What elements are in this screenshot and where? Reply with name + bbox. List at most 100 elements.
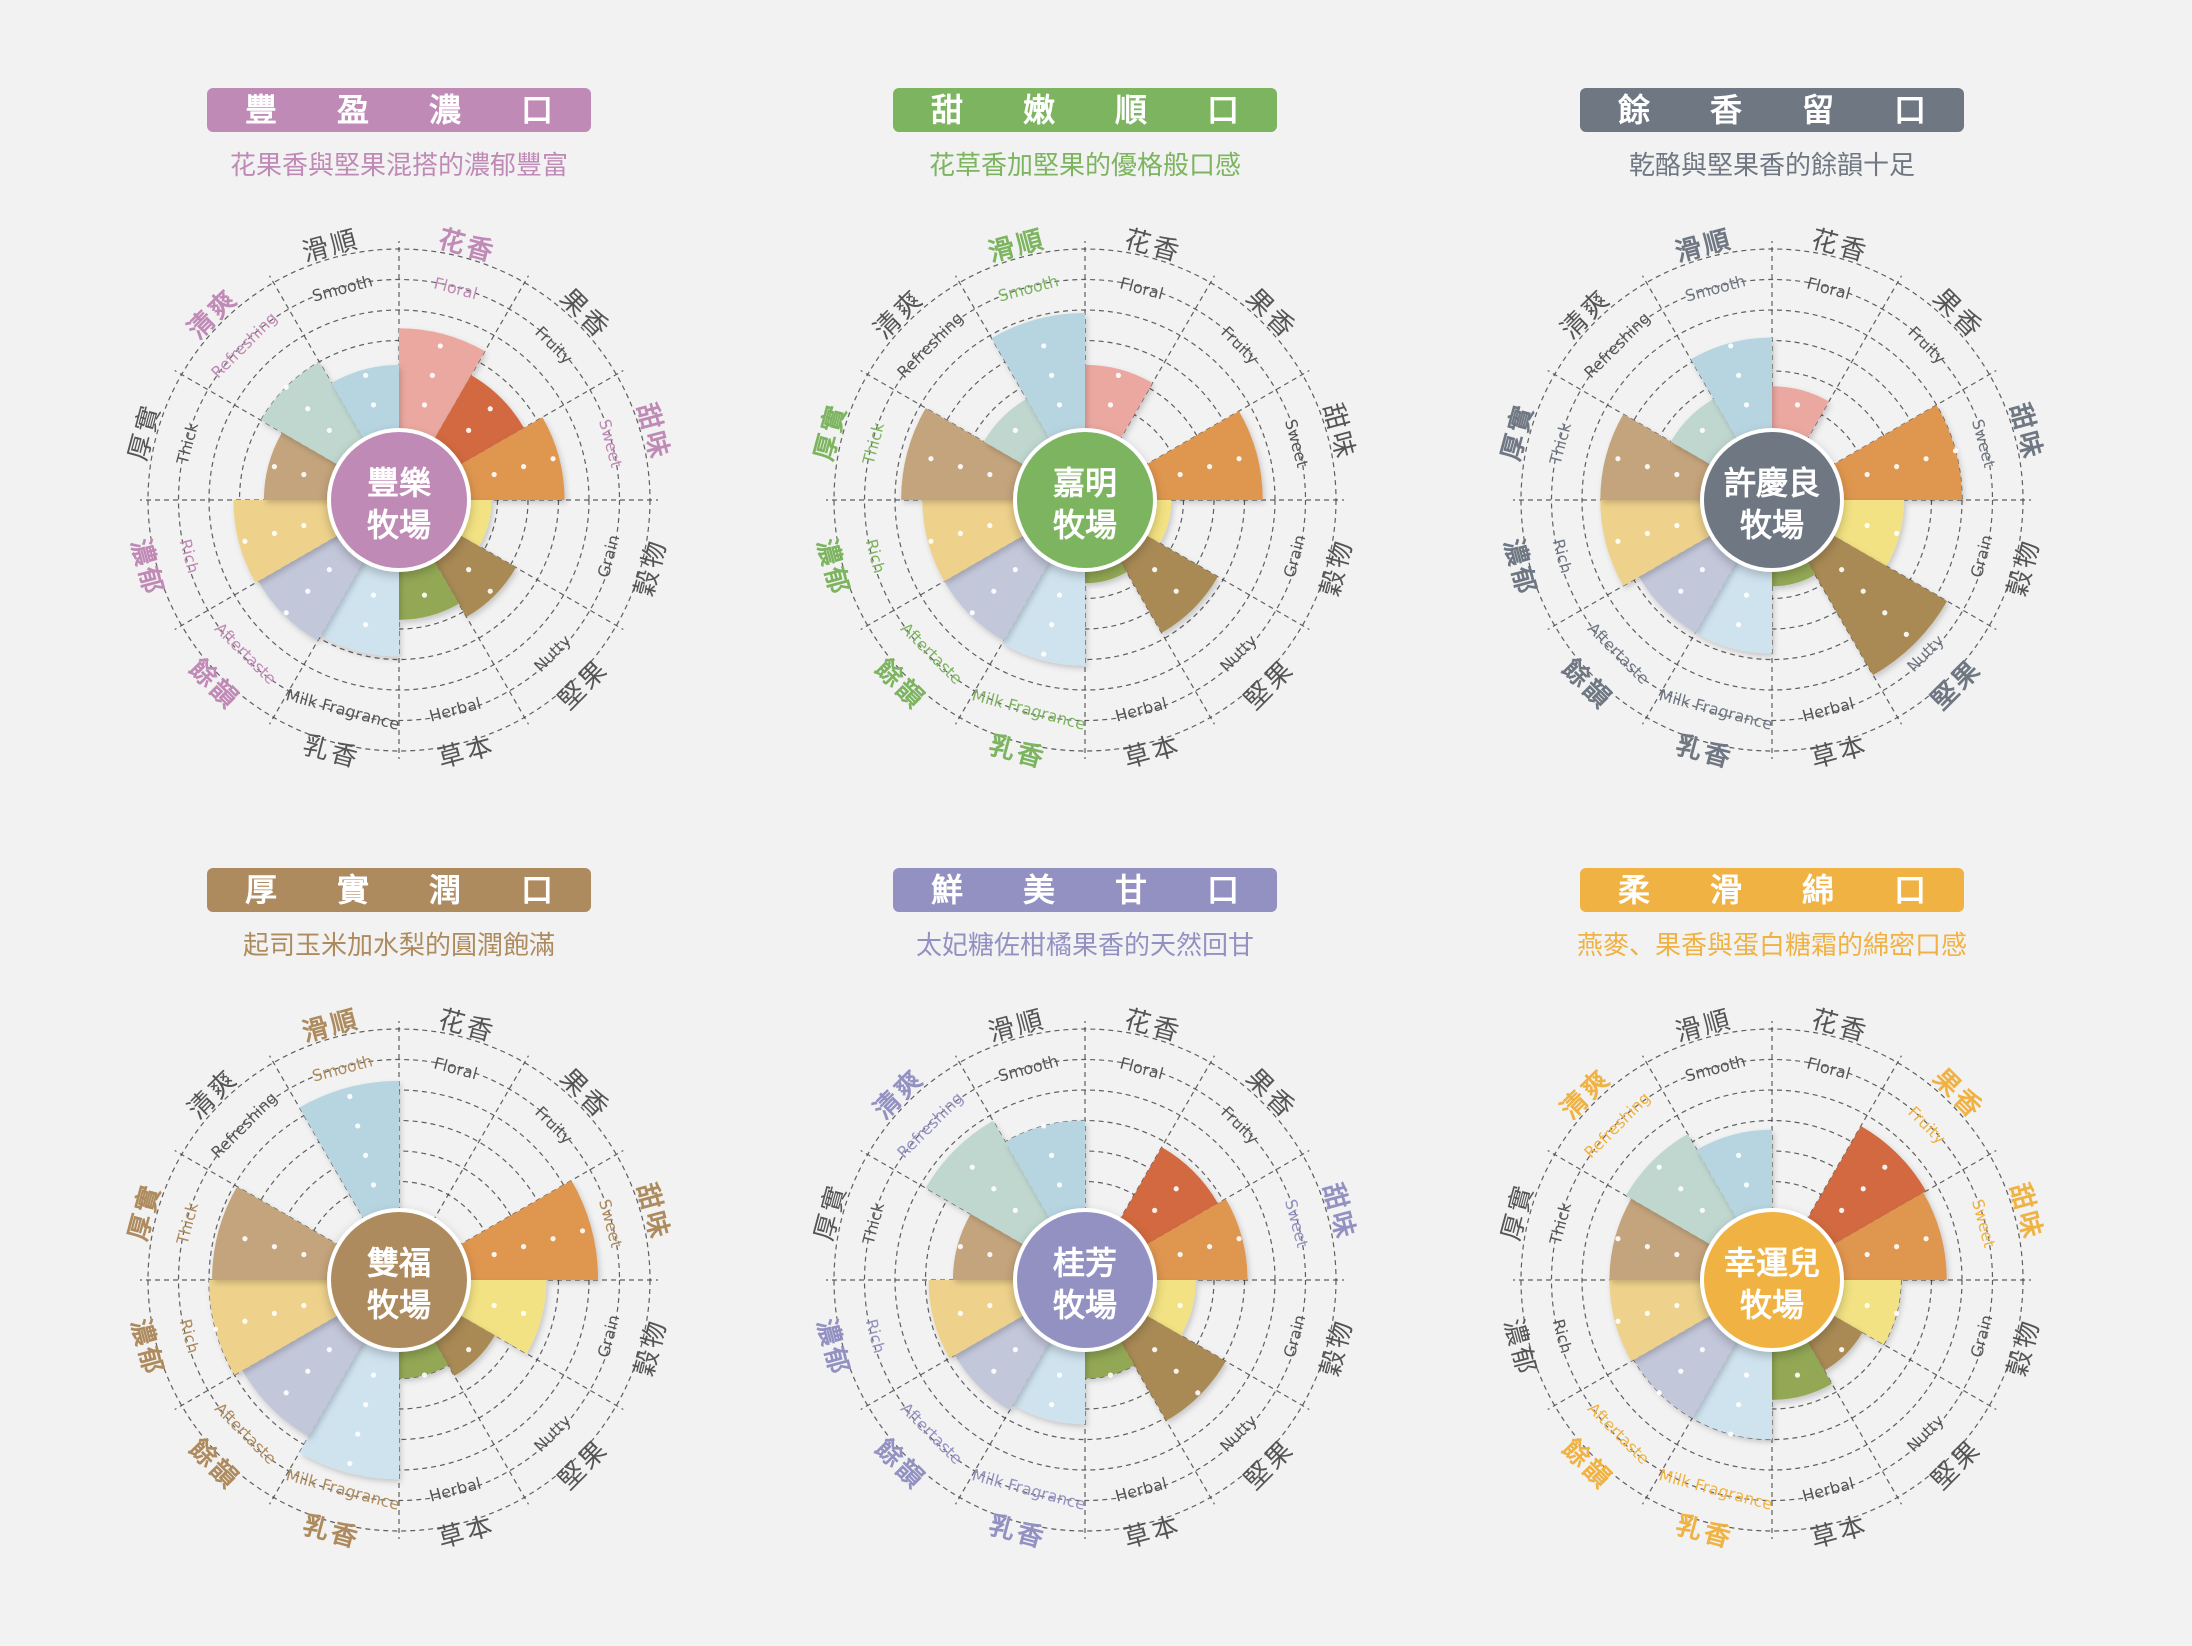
category-label-zh: 穀物 [2003,536,2047,600]
category-label-zh: 乳香 [1672,1511,1736,1555]
title-char: 留 [1802,91,1834,129]
sector-floral [1085,364,1153,443]
farm-name: 嘉明 [1053,464,1117,502]
value-dot [466,1347,472,1353]
value-dot [1839,567,1845,573]
title-char: 鮮 [931,871,963,909]
sector-rich [233,500,342,583]
value-dot [305,588,311,594]
category-label-zh: 花香 [1121,1004,1185,1048]
title-char: 口 [1894,871,1926,909]
sector-herbal [1772,557,1816,587]
category-label-en: Nutty [1216,631,1261,676]
category-label-en: Smooth [310,271,375,305]
sector-rich [922,500,1028,582]
category-label-en: Herbal [427,1474,483,1506]
value-dot [1644,1244,1650,1250]
value-dot [370,1372,377,1378]
sector-thick [1609,1198,1715,1280]
sector-sweet [456,1180,599,1280]
value-dot [491,471,497,478]
grid-ring [177,278,621,722]
category-label-zh: 草本 [1808,731,1872,775]
farm-name: 雙福 [367,1244,431,1282]
value-dot [326,1347,332,1353]
sector-thick [263,432,342,500]
grid-spoke [1805,558,1903,725]
value-dot [957,464,963,470]
title-pill [207,868,591,912]
value-dot [1839,1347,1845,1353]
value-dot [491,1251,497,1258]
category-label-zh: 果香 [1926,1063,1988,1125]
center-disc [1704,1212,1840,1348]
value-dot [1699,1347,1705,1353]
category-label-zh: 濃郁 [810,536,854,600]
value-dot [1882,610,1888,616]
farm-name: 牧場 [1053,506,1117,544]
value-dot [1195,1390,1201,1396]
farm-name: 牧場 [1053,1286,1117,1324]
title-pill [893,88,1277,132]
category-label-en: Floral [432,274,480,304]
sector-refreshing [925,1120,1052,1247]
category-label-en: Grain [1967,533,1997,580]
value-dot [242,1318,248,1324]
value-dot [363,1402,369,1408]
value-dot [271,1310,277,1316]
category-label-zh: 餘韻 [183,653,246,716]
chart-subtitle: 花草香加堅果的優格般口感 [929,151,1241,181]
value-dot [1056,592,1063,598]
chart-title: 甜嫩順口 [893,88,1277,132]
value-dot [1736,622,1742,628]
sector-nutty [1118,533,1218,633]
category-label-zh: 厚實 [1495,400,1540,464]
value-dot [1012,1347,1018,1353]
title-char: 順 [1115,91,1147,129]
sector-fruity [432,375,524,467]
category-label-en: Milk Fragrance [970,685,1088,734]
value-dot [1864,522,1870,529]
category-label-en: Herbal [1800,1474,1856,1506]
category-label-en: Grain [1967,1313,1997,1360]
title-char: 潤 [429,871,461,909]
value-dot [421,1372,428,1378]
category-label-en: Floral [1118,1054,1166,1084]
center-disc [1017,1212,1153,1348]
value-dot [1152,567,1158,573]
sector-aftertaste [242,1313,366,1437]
value-dot [1674,1302,1680,1309]
category-label-en: Smooth [1683,1051,1748,1085]
value-dot [1049,1402,1055,1408]
category-label-zh: 滑順 [985,1004,1049,1048]
value-dot [1860,588,1866,594]
chart-subtitle: 起司玉米加水梨的圓潤飽滿 [243,931,555,961]
value-dot [271,464,277,470]
category-label-en: Herbal [1800,694,1856,726]
value-dot [1864,1302,1870,1309]
title-char: 甜 [931,91,963,129]
category-label-en: Sweet [1968,417,1999,469]
value-dot [1115,372,1121,378]
value-dot [363,622,369,628]
category-label-zh: 草本 [1121,1511,1185,1555]
category-label-zh: 清爽 [1555,283,1617,345]
category-label-en: Rich [1549,1317,1576,1355]
value-dot [969,610,975,616]
category-label-zh: 花香 [1808,1004,1872,1048]
value-dot [271,530,277,536]
chart-title: 豐盈濃口 [207,88,591,132]
farm-name: 牧場 [367,506,431,544]
value-dot [928,456,934,462]
sector-fruity [1805,1126,1926,1247]
value-dot [991,588,997,594]
category-label-zh: 堅果 [553,654,615,716]
value-dot [1615,456,1621,462]
category-label-zh: 餘韻 [1556,653,1619,716]
sector-sweet [1829,405,1962,500]
category-label-zh: 堅果 [1926,1434,1988,1496]
grid-ring [863,278,1307,722]
center-disc [331,1212,467,1348]
